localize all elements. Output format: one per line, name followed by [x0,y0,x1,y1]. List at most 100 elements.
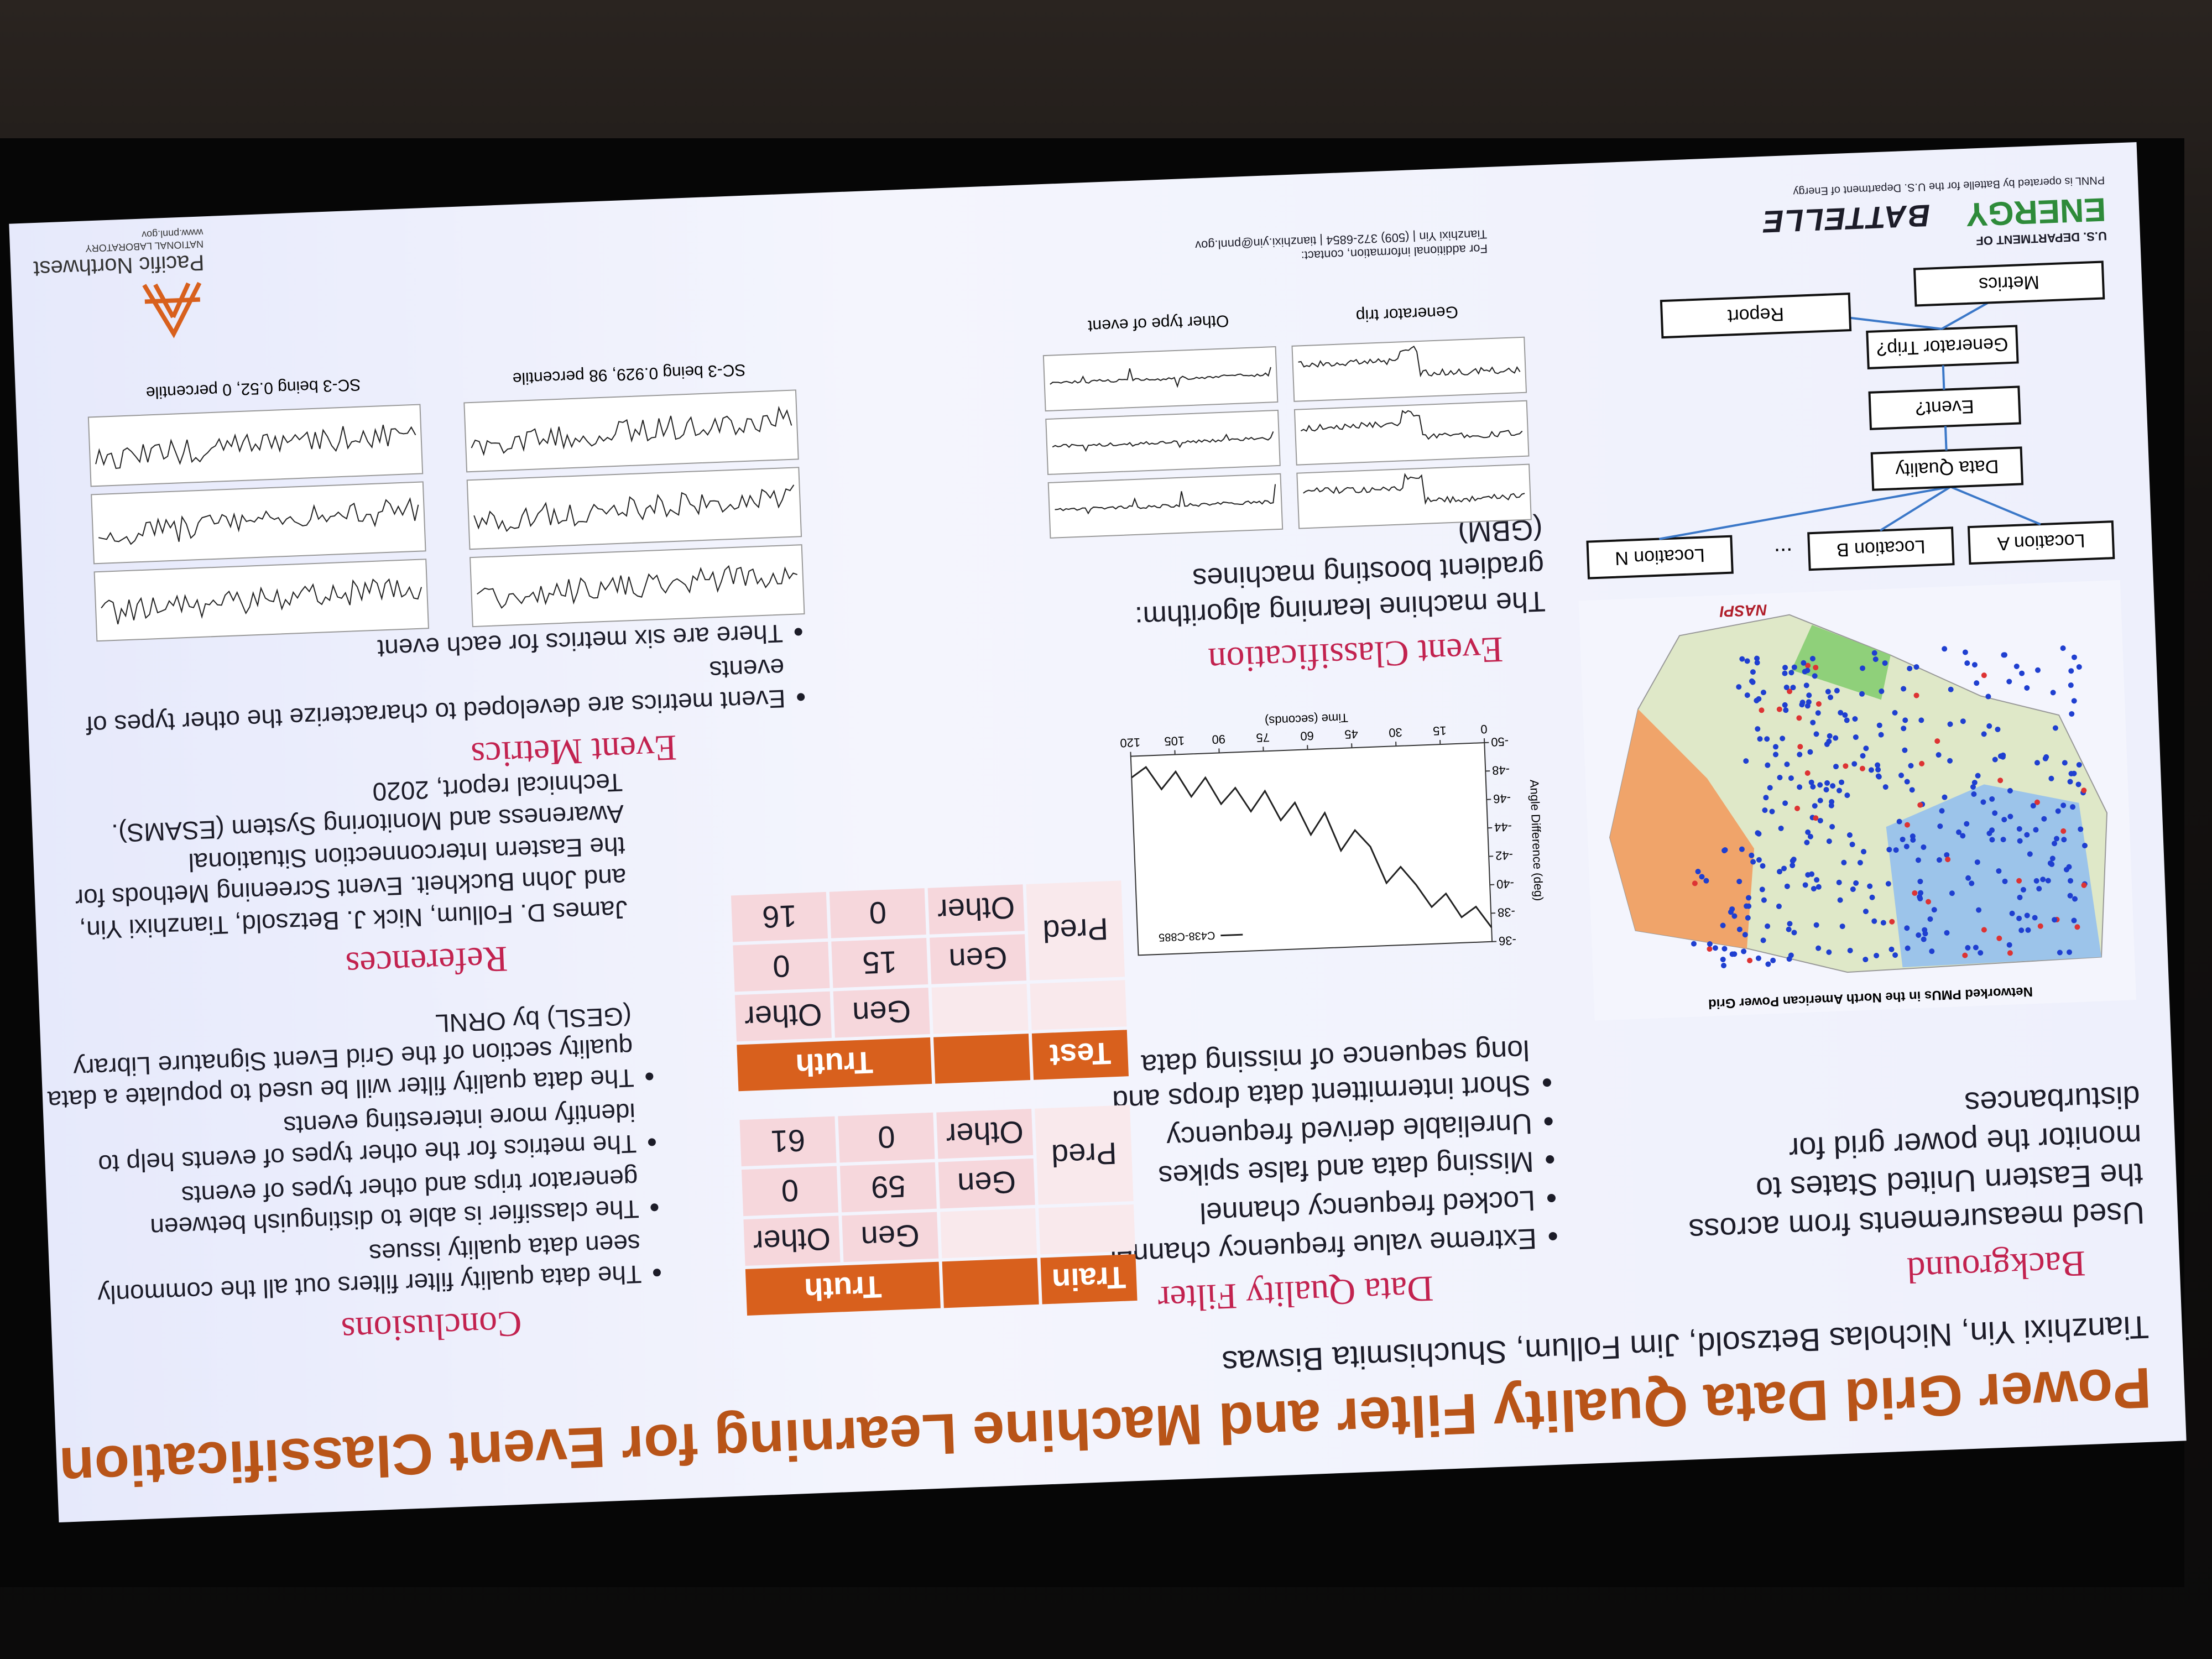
waveform [1298,346,1521,378]
pmu-dot [1837,787,1843,794]
mini-plot-frame [93,559,429,642]
pmu-dot [1750,679,1756,685]
pmu-dot [1886,847,1892,853]
pmu-dot [1805,662,1811,669]
pmu-dot [1743,758,1749,764]
pmu-dot [1971,780,1978,786]
pmu-dot [1745,915,1751,921]
pmu-dot [2075,781,2081,787]
pmu-dot [1810,784,1816,790]
waveform [477,565,798,609]
pmu-dot [1986,831,1992,837]
pmu-dot [1971,662,1978,668]
table-cell: 59 [839,1162,937,1213]
pmu-dot [1790,858,1796,864]
pmu-dot [1707,941,1713,947]
x-tick-label: 75 [1256,731,1270,745]
pmu-dot [2068,878,2074,884]
line-chart: -50 -48 -46 -44 -42 -40 -38 -36 0 15 30 45 60 75 90 105… [1120,711,1546,956]
pmu-dot [1964,660,1970,666]
mini-plot-frame [1047,473,1284,539]
pmu-dot [1917,802,1923,808]
pmu-dot [1810,719,1816,726]
pmu-dot [2069,711,2075,717]
pmu-dot [1919,760,1925,766]
pmu-dot [1996,868,2002,874]
pmu-dot [1844,792,1850,799]
pmu-dot [1939,808,1945,814]
mini-plot-frame [463,389,799,473]
pmu-dot [1996,935,2002,941]
pmu-dot [1811,886,1817,892]
pmu-dot [1834,687,1840,693]
pmu-dot [1927,916,1933,922]
pmu-dot [2000,837,2006,843]
pmu-dot [1765,923,1771,929]
pmu-dot [1842,712,1848,718]
mini-plot-frame [1291,336,1527,402]
pmu-dot [1989,837,1995,843]
footer-left: U.S. DEPARTMENT OF ENERGY BATTELLE PNNL … [1496,173,2107,266]
pmu-dot [1802,882,1808,888]
pmu-dot [1948,686,1954,692]
pmu-dot [1729,906,1735,912]
connector [1880,486,1952,531]
pmu-dot [2025,927,2031,933]
plot-frame [1130,742,1493,956]
pmu-dot [1786,956,1792,962]
pmu-dot [1872,656,1879,662]
pmu-dot [1888,946,1895,952]
pmu-dot [1934,738,1940,744]
x-tick-label: 45 [1344,727,1358,742]
pmu-dot [2050,690,2056,696]
legend-label: C438-C885 [1159,929,1215,943]
pmu-dot [1853,880,1859,886]
pmu-dot [1853,734,1859,740]
column-header: Gen [842,1212,939,1262]
pmu-dot [1986,723,1992,729]
pmu-dot [2033,827,2039,833]
pmu-dot [1794,805,1801,811]
waveform [471,405,792,456]
pmu-dot [1885,881,1891,887]
pmu-dot [2060,828,2067,834]
pmu-dot [1783,707,1789,713]
pmu-dot [1913,664,1919,670]
bullet-list: Extreme value frequency channelLocked fr… [1098,1027,1571,1272]
pmu-dot [2024,832,2030,838]
x-tick-label: 15 [1433,724,1447,738]
pmu-dot [2006,679,2012,685]
x-tick-label: 105 [1164,734,1185,748]
mini-plot-frame [469,544,805,628]
pmu-dot [1852,716,1858,722]
pmu-dot [1956,829,1962,835]
pmu-dot [1860,665,1866,671]
mini-plot-frame [1042,346,1279,412]
heading: Conclusions [340,1303,523,1351]
pmu-dot [1904,925,1910,931]
table-cell [1039,1204,1136,1255]
pmu-dot [1893,847,1899,853]
pmu-dot [1801,660,1807,666]
pmu-dot [1892,952,1898,958]
pmu-dot [1769,808,1775,815]
pmu-dot [1876,722,1882,728]
pmu-dot [1908,763,1914,769]
pmu-dot [1695,869,1701,875]
pmu-dot [1992,810,1998,816]
pmu-dot [1807,833,1813,839]
pmu-dot [1833,735,1839,741]
pmu-dot [2061,837,2067,843]
pmu-dot [2060,802,2067,808]
pmu-dot [1945,857,1951,863]
pmu-dot [1917,878,1923,884]
pmu-dot [1784,761,1790,768]
pmu-dot [2016,915,2022,921]
pmu-dot [1871,650,1877,656]
pmu-dot [1765,961,1771,967]
pmu-dot [1838,709,1844,716]
pmu-dot [2033,878,2039,884]
table-cell: 0 [829,888,926,938]
table-cell [931,984,1029,1034]
